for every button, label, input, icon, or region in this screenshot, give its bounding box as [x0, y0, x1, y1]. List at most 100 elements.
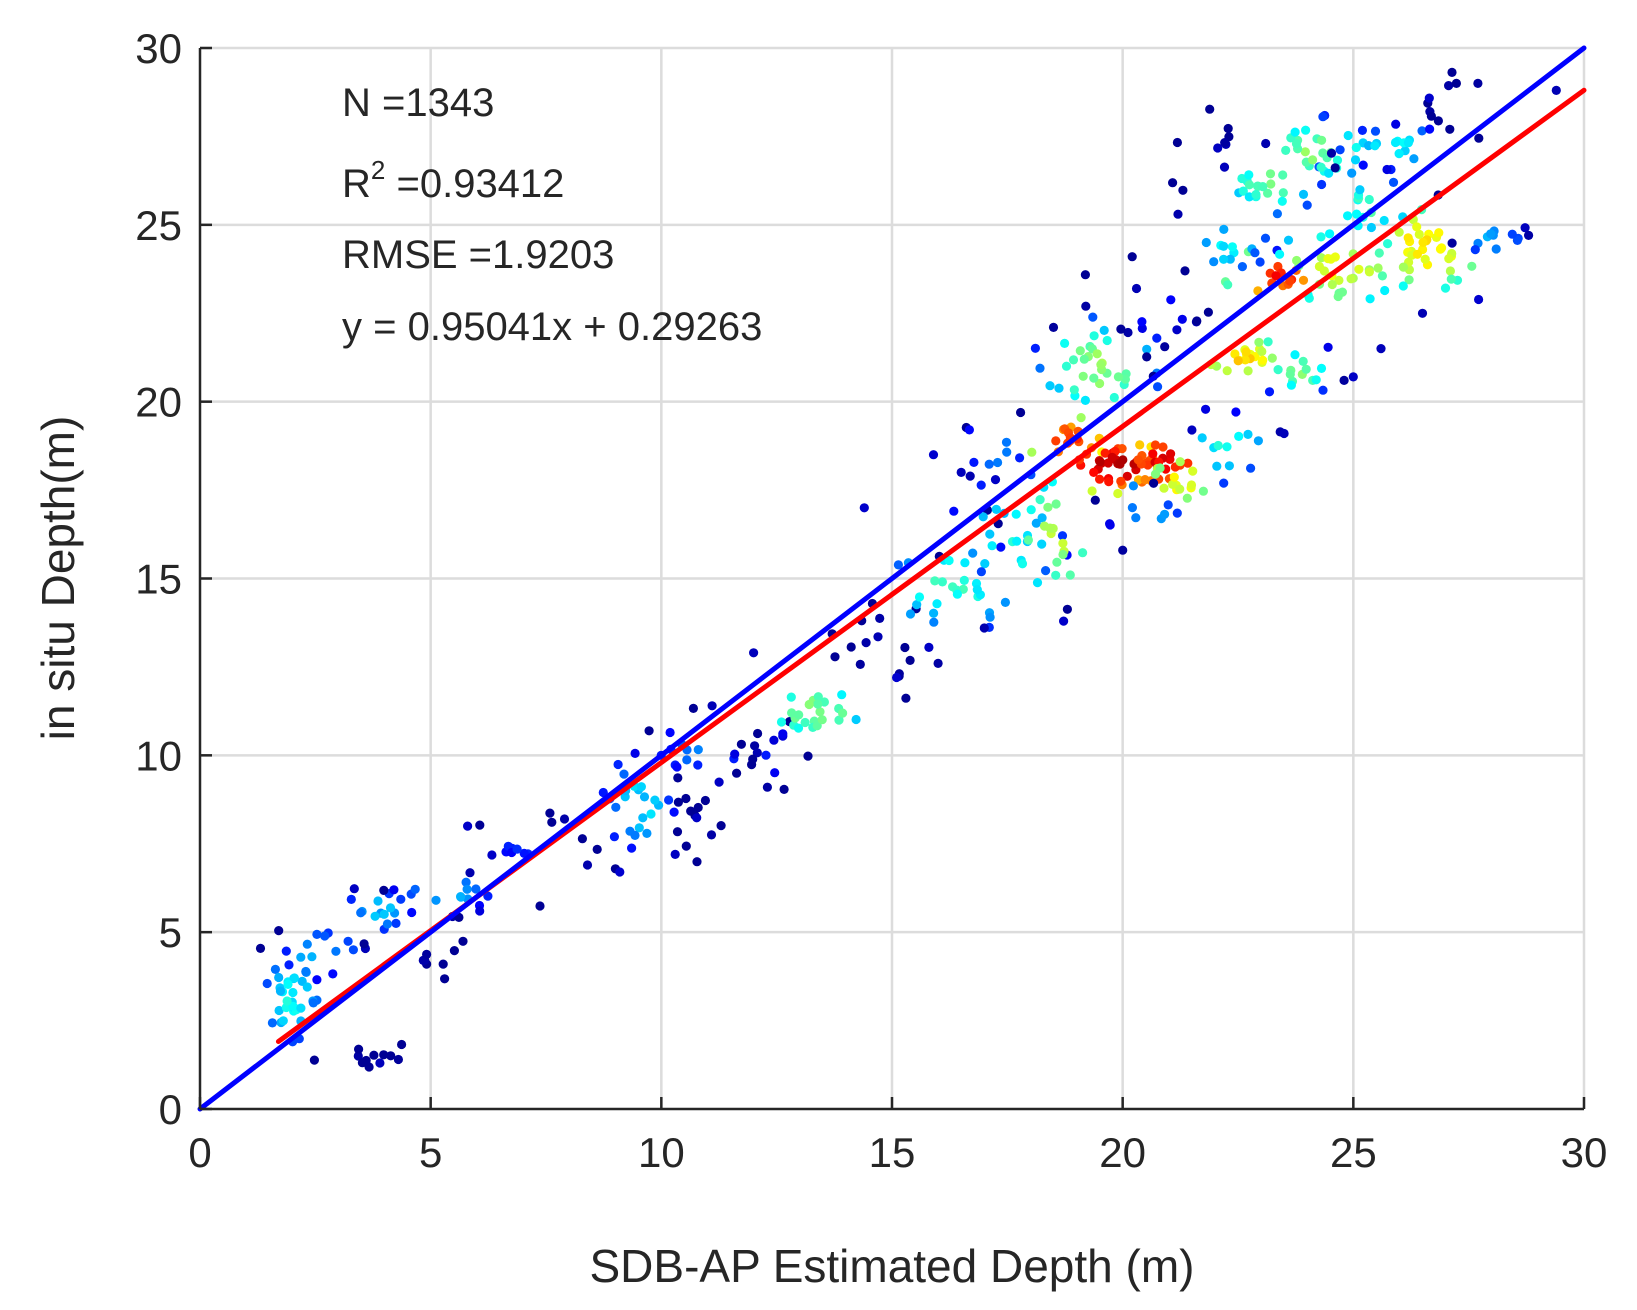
scatter-point [1163, 500, 1173, 510]
scatter-point [1223, 123, 1233, 134]
scatter-point [1446, 274, 1456, 284]
scatter-point [1240, 355, 1250, 365]
scatter-point [762, 782, 773, 792]
scatter-point [672, 762, 682, 772]
scatter-point [278, 1016, 288, 1026]
scatter-point [1037, 539, 1047, 549]
scatter-point [1351, 142, 1361, 153]
scatter-point [1031, 518, 1041, 528]
scatter-point [1213, 143, 1223, 153]
scatter-point [1131, 283, 1142, 294]
scatter-point [619, 769, 629, 779]
y-axis-title: in situ Depth(m) [32, 416, 84, 741]
scatter-point [1030, 343, 1040, 353]
scatter-point [407, 907, 417, 918]
scatter-point [393, 1054, 403, 1065]
scatter-point [1337, 287, 1347, 297]
scatter-point [1201, 237, 1211, 248]
scatter-point [1182, 493, 1192, 503]
scatter-point [1257, 346, 1267, 357]
reference-lines [197, 45, 1587, 1112]
x-axis-title: SDB-AP Estimated Depth (m) [589, 1240, 1194, 1292]
scatter-point [1434, 228, 1444, 238]
scatter-point [1404, 275, 1414, 285]
scatter-point [776, 717, 787, 727]
scatter-point [1219, 224, 1229, 234]
scatter-point [1203, 307, 1213, 317]
scatter-point [615, 867, 625, 877]
scatter-point [1225, 254, 1235, 264]
scatter-point [905, 655, 915, 666]
scatter-point [1390, 137, 1401, 148]
scatter-point [611, 802, 621, 812]
scatter-point [1474, 133, 1484, 143]
scatter-point [1068, 355, 1079, 365]
scatter-point [328, 969, 338, 979]
scatter-point [1467, 261, 1477, 271]
scatter-point [794, 710, 804, 720]
scatter-point [1175, 484, 1185, 494]
scatter-point [700, 795, 711, 806]
scatter-point [357, 1058, 367, 1068]
scatter-point [813, 699, 823, 709]
scatter-point [1148, 449, 1158, 459]
scatter-point [815, 707, 825, 717]
scatter-point [359, 939, 369, 949]
scatter-point [282, 996, 292, 1006]
scatter-point [837, 690, 847, 700]
scatter-point [1318, 112, 1328, 122]
scatter-point [1026, 505, 1036, 515]
scatter-point [1447, 67, 1457, 77]
scatter-point [379, 1050, 389, 1060]
scatter-point [1186, 480, 1197, 490]
r-squared-exponent: 2 [371, 155, 385, 185]
scatter-point [976, 480, 986, 490]
y-tick-label: 10 [135, 732, 182, 779]
scatter-point [1149, 478, 1159, 488]
scatter-point [592, 844, 602, 855]
scatter-point [1435, 244, 1446, 254]
scatter-point [1166, 449, 1176, 459]
scatter-point [370, 911, 380, 921]
scatter-point [1346, 274, 1356, 284]
scatter-point [1223, 280, 1233, 290]
scatter-point [1409, 154, 1419, 164]
scatter-point [905, 609, 916, 619]
scatter-point [1011, 509, 1021, 519]
scatter-point [693, 760, 703, 770]
scatter-point [1117, 444, 1127, 454]
scatter-point [1301, 125, 1311, 135]
scatter-point [1316, 363, 1327, 373]
scatter-point [976, 567, 987, 577]
scatter-point [1444, 254, 1454, 264]
y-tick-label: 5 [159, 909, 182, 956]
scatter-point [296, 1003, 306, 1013]
scatter-point [1197, 433, 1207, 443]
scatter-point [1152, 333, 1162, 343]
scatter-point [937, 577, 948, 587]
scatter-point [949, 506, 959, 516]
scatter-point [1403, 233, 1413, 243]
scatter-point [1302, 200, 1312, 210]
x-tick-label: 15 [869, 1129, 916, 1176]
scatter-point [1298, 356, 1308, 366]
scatter-point [1412, 249, 1422, 259]
scatter-point [1220, 138, 1230, 148]
scatter-point [346, 894, 356, 905]
scatter-point [1118, 545, 1128, 555]
scatter-point [1412, 222, 1422, 232]
scatter-point [1104, 477, 1114, 487]
sample-count: N =1343 [342, 81, 494, 125]
scatter-point [320, 931, 330, 941]
x-tick-label: 0 [188, 1129, 211, 1176]
scatter-point [1377, 271, 1387, 281]
scatter-point [307, 952, 317, 962]
scatter-point [1023, 535, 1033, 545]
scatter-point [1250, 248, 1260, 258]
scatter-point [609, 832, 620, 842]
scatter-point [1237, 262, 1247, 272]
scatter-point [1058, 538, 1068, 548]
scatter-point [1017, 559, 1028, 569]
scatter-point [1355, 185, 1365, 195]
scatter-point [1244, 180, 1254, 190]
